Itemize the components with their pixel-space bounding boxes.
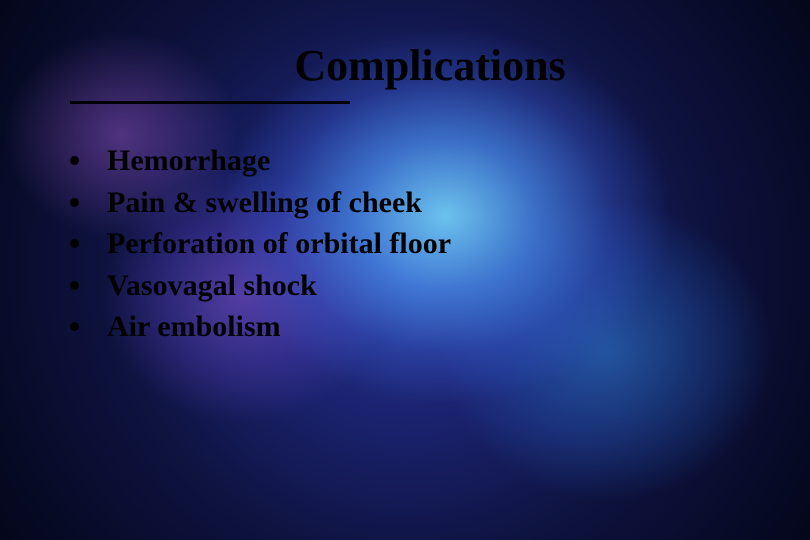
bullet-icon bbox=[70, 198, 79, 207]
bullet-text: Vasovagal shock bbox=[107, 267, 317, 305]
bullet-icon bbox=[70, 239, 79, 248]
list-item: Perforation of orbital floor bbox=[70, 225, 750, 263]
slide-container: Complications Hemorrhage Pain & swelling… bbox=[0, 0, 810, 540]
title-underline bbox=[70, 101, 350, 104]
list-item: Hemorrhage bbox=[70, 142, 750, 180]
bullet-text: Perforation of orbital floor bbox=[107, 225, 451, 263]
list-item: Pain & swelling of cheek bbox=[70, 184, 750, 222]
bullet-text: Pain & swelling of cheek bbox=[107, 184, 422, 222]
bullet-icon bbox=[70, 322, 79, 331]
bullet-list: Hemorrhage Pain & swelling of cheek Perf… bbox=[70, 142, 750, 346]
bullet-icon bbox=[70, 156, 79, 165]
slide-title: Complications bbox=[110, 40, 750, 91]
bullet-text: Air embolism bbox=[107, 308, 281, 346]
bullet-text: Hemorrhage bbox=[107, 142, 270, 180]
list-item: Air embolism bbox=[70, 308, 750, 346]
bullet-icon bbox=[70, 281, 79, 290]
list-item: Vasovagal shock bbox=[70, 267, 750, 305]
